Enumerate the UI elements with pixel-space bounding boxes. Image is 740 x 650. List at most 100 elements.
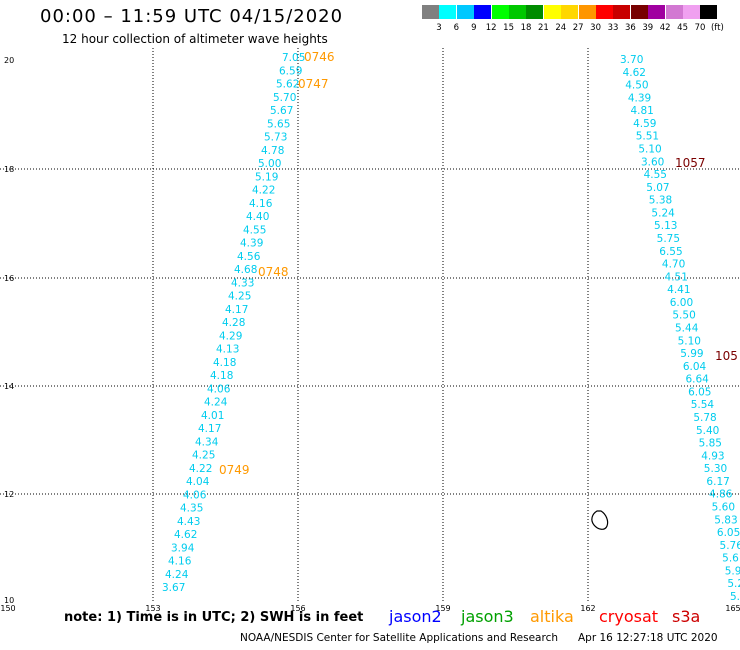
map-title: 00:00 – 11:59 UTC 04/15/2020 — [40, 6, 344, 27]
color-swatch — [630, 5, 648, 19]
wave-height-value: 4.41 — [667, 284, 690, 296]
wave-height-value: 6.59 — [279, 65, 302, 77]
color-swatch — [578, 5, 596, 19]
wave-height-value: 5.38 — [649, 195, 672, 207]
wave-height-value: 4.24 — [165, 569, 189, 581]
color-swatch — [439, 5, 457, 19]
wave-height-value: 4.33 — [231, 277, 254, 289]
wave-height-value: 5.07 — [646, 182, 669, 194]
wave-height-value: 5.24 — [651, 207, 675, 219]
wave-height-value: 4.28 — [222, 317, 245, 329]
wave-height-value: 5.19 — [255, 171, 278, 183]
wave-height-value: 4.16 — [168, 556, 192, 568]
wave-height-value: 5.44 — [675, 323, 699, 335]
wave-height-value: 4.68 — [234, 264, 257, 276]
wave-height-value: 4.04 — [186, 476, 210, 488]
wave-height-value: 5.50 — [672, 310, 695, 322]
pass-time-label: 0748 — [258, 265, 289, 279]
color-swatch — [648, 5, 666, 19]
color-scale-label: 45 — [677, 23, 688, 33]
wave-height-value: 5.9 — [725, 565, 740, 577]
color-swatch — [700, 5, 718, 19]
color-swatch — [422, 5, 439, 19]
wave-height-value: 4.40 — [246, 211, 269, 223]
wave-height-value: 4.55 — [644, 169, 667, 181]
wave-height-value: 5.99 — [680, 348, 703, 360]
color-scale-label: 3 — [436, 23, 442, 33]
wave-height-value: 4.35 — [180, 503, 203, 515]
latitude-label: 18 — [4, 165, 14, 174]
pass-time-label: 0747 — [298, 77, 329, 91]
wave-height-value: 6.05 — [717, 527, 740, 539]
wave-height-value: 6.00 — [670, 297, 693, 309]
wave-height-value: 4.78 — [261, 145, 284, 157]
color-scale-label: 36 — [624, 23, 636, 33]
wave-height-value: 4.55 — [243, 224, 266, 236]
wave-height-value: 5.30 — [704, 463, 727, 475]
wave-height-value: 4.62 — [174, 529, 197, 541]
wave-height-value: 4.25 — [192, 450, 215, 462]
generated-timestamp: Apr 16 12:27:18 UTC 2020 — [578, 632, 718, 644]
wave-height-value: 4.06 — [207, 383, 231, 395]
latitude-label: 20 — [4, 56, 14, 65]
wave-height-value: 4.39 — [628, 92, 651, 104]
legend-cryosat: cryosat — [599, 607, 659, 626]
wave-height-value: 3.94 — [171, 542, 195, 554]
wave-height-value: 6.04 — [683, 361, 707, 373]
color-swatch — [474, 5, 492, 19]
wave-height-value: 5.51 — [636, 131, 659, 143]
latitude-label: 12 — [4, 490, 14, 499]
wave-height-value: 5.83 — [714, 514, 737, 526]
legend-jason3: jason3 — [461, 607, 514, 626]
color-scale-label: 70 — [694, 23, 706, 33]
legend-altika: altika — [530, 607, 574, 626]
longitude-label: 153 — [145, 604, 160, 613]
longitude-label: 162 — [580, 604, 595, 613]
pass-time-label: 1057 — [675, 156, 706, 170]
wave-height-value: 4.59 — [633, 118, 656, 130]
color-swatch — [683, 5, 700, 19]
wave-height-value: 4.93 — [701, 450, 724, 462]
wave-height-value: 5.73 — [264, 132, 287, 144]
credit-line: NOAA/NESDIS Center for Satellite Applica… — [240, 632, 558, 644]
wave-height-value: 5.70 — [273, 92, 296, 104]
longitude-label: 150 — [0, 604, 15, 613]
color-scale-label: 18 — [520, 23, 532, 33]
wave-height-value: 4.17 — [198, 423, 221, 435]
wave-height-value: 4.06 — [183, 489, 207, 501]
wave-height-value: 4.86 — [709, 489, 733, 501]
wave-height-value: 4.16 — [249, 198, 273, 210]
color-scale-label: 6 — [453, 23, 460, 33]
color-scale-label: 27 — [572, 23, 584, 33]
pass-time-label: 0749 — [219, 463, 250, 477]
wave-height-value: 7.05 — [282, 52, 305, 64]
color-scale-label: 12 — [485, 23, 497, 33]
color-scale-label: 39 — [642, 23, 654, 33]
wave-height-value: 6.55 — [659, 246, 682, 258]
wave-height-value: 5.75 — [657, 233, 680, 245]
wave-height-value: 5.00 — [258, 158, 281, 170]
wave-height-value: 5. — [730, 591, 740, 603]
pass-time-label: 0746 — [304, 50, 335, 64]
wave-height-value: 4.34 — [195, 436, 219, 448]
wave-height-value: 5.13 — [654, 220, 677, 232]
latitude-label: 14 — [4, 382, 14, 391]
latitude-label: 16 — [4, 274, 14, 283]
wave-height-value: 4.18 — [213, 357, 236, 369]
wave-height-value: 4.13 — [216, 344, 239, 356]
wave-height-value: 4.17 — [225, 304, 248, 316]
wave-height-value: 3.70 — [620, 54, 643, 66]
wave-height-value: 6.64 — [685, 374, 709, 386]
wave-height-value: 4.81 — [630, 105, 653, 117]
wave-height-value: 3.67 — [162, 582, 185, 594]
wave-height-value: 5.78 — [693, 412, 716, 424]
color-scale-label: 42 — [659, 23, 671, 33]
color-scale-label: 33 — [607, 23, 619, 33]
longitude-label: 159 — [435, 604, 450, 613]
legend-s3a: s3a — [672, 607, 701, 626]
color-swatch — [613, 5, 631, 19]
pass-time-label: 105 — [715, 349, 738, 363]
wave-height-value: 5.40 — [696, 425, 719, 437]
wave-height-value: 5.65 — [267, 118, 290, 130]
wave-height-value: 4.70 — [662, 259, 685, 271]
